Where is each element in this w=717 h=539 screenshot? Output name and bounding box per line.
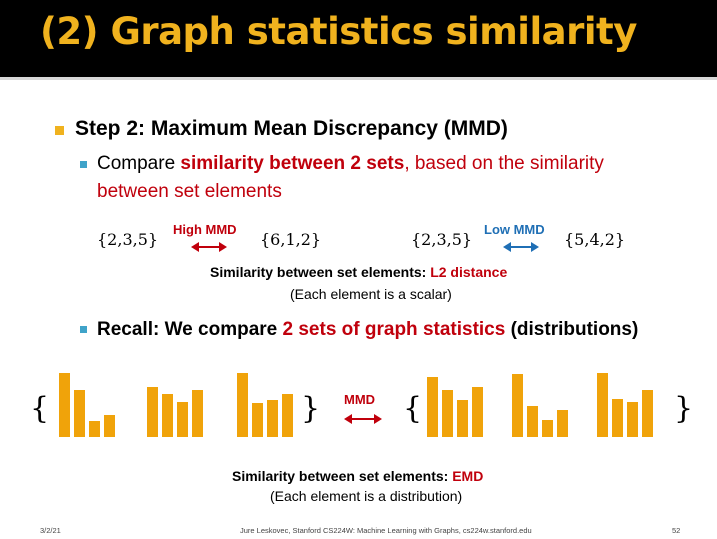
compare-highlight: similarity between 2 sets xyxy=(180,153,405,174)
set-b-hist1-bar2 xyxy=(442,390,453,437)
set-a-hist2-bar3 xyxy=(177,402,188,437)
scalar-similarity-caption: Similarity between set elements: L2 dist… xyxy=(210,264,507,280)
double-arrow-icon xyxy=(503,242,539,252)
similarity-prefix: Similarity between set elements: xyxy=(210,264,431,280)
open-brace: { xyxy=(403,391,423,426)
footer-page: 52 xyxy=(672,526,681,535)
recall-prefix: Recall: We compare xyxy=(97,319,283,340)
set-b-hist3-bar4 xyxy=(642,390,653,437)
double-arrow-icon xyxy=(344,414,382,424)
set-b-hist2-bar2 xyxy=(527,406,538,437)
set-a-hist3-bar1 xyxy=(237,373,248,437)
set-b-hist2-bar4 xyxy=(557,410,568,437)
right-set-a: {2,3,5} xyxy=(411,230,473,249)
compare-suffix: , based on the similarity xyxy=(404,153,604,174)
set-b-hist3-bar1 xyxy=(597,373,608,437)
set-a-hist1-bar1 xyxy=(59,373,70,437)
sub-bullet-icon xyxy=(80,326,87,333)
bullet-recall: Recall: We compare 2 sets of graph stati… xyxy=(97,319,638,341)
set-b-hist1-bar1 xyxy=(427,377,438,437)
set-a-hist2-bar4 xyxy=(192,390,203,437)
set-b-hist2-bar1 xyxy=(512,374,523,437)
set-a-hist3-bar2 xyxy=(252,403,263,437)
slide-title: (2) Graph statistics similarity xyxy=(40,10,637,53)
recall-suffix: (distributions) xyxy=(505,319,639,340)
bullet-step2: Step 2: Maximum Mean Discrepancy (MMD) xyxy=(75,117,508,140)
distribution-note: (Each element is a distribution) xyxy=(270,488,463,504)
bullet-square-icon xyxy=(55,126,64,135)
set-b-hist1-bar4 xyxy=(472,387,483,437)
distribution-mmd-label: MMD xyxy=(344,392,376,407)
high-mmd-label: High MMD xyxy=(173,222,237,237)
double-arrow-icon xyxy=(191,242,227,252)
set-a-hist3-bar4 xyxy=(282,394,293,437)
set-a-hist2-bar1 xyxy=(147,387,158,437)
close-brace: } xyxy=(674,391,694,426)
low-mmd-label: Low MMD xyxy=(484,222,545,237)
set-b-hist3-bar2 xyxy=(612,399,623,437)
set-b-hist1-bar3 xyxy=(457,400,468,437)
close-brace: } xyxy=(301,391,321,426)
left-set-b: {6,1,2} xyxy=(260,230,322,249)
footer-date: 3/2/21 xyxy=(40,526,61,535)
set-a-hist1-bar2 xyxy=(74,390,85,437)
similarity-metric: EMD xyxy=(452,468,484,484)
sub-bullet-icon xyxy=(80,161,87,168)
recall-highlight: 2 sets of graph statistics xyxy=(282,319,506,340)
right-set-b: {5,4,2} xyxy=(564,230,626,249)
set-a-hist1-bar4 xyxy=(104,415,115,437)
set-a-hist2-bar2 xyxy=(162,394,173,437)
open-brace: { xyxy=(30,391,50,426)
compare-prefix: Compare xyxy=(97,153,181,174)
set-a-hist3-bar3 xyxy=(267,400,278,437)
set-a-hist1-bar3 xyxy=(89,421,100,437)
similarity-metric: L2 distance xyxy=(430,264,508,280)
set-b-hist3-bar3 xyxy=(627,402,638,437)
bullet-compare: Compare similarity between 2 sets, based… xyxy=(97,153,604,175)
similarity-prefix: Similarity between set elements: xyxy=(232,468,453,484)
set-b-hist2-bar3 xyxy=(542,420,553,437)
scalar-note: (Each element is a scalar) xyxy=(290,286,452,302)
distribution-similarity-caption: Similarity between set elements: EMD xyxy=(232,468,483,484)
title-bar xyxy=(0,0,717,77)
left-set-a: {2,3,5} xyxy=(97,230,159,249)
title-divider xyxy=(0,77,717,80)
footer-credit: Jure Leskovec, Stanford CS224W: Machine … xyxy=(240,526,532,535)
compare-line2: between set elements xyxy=(97,181,282,202)
